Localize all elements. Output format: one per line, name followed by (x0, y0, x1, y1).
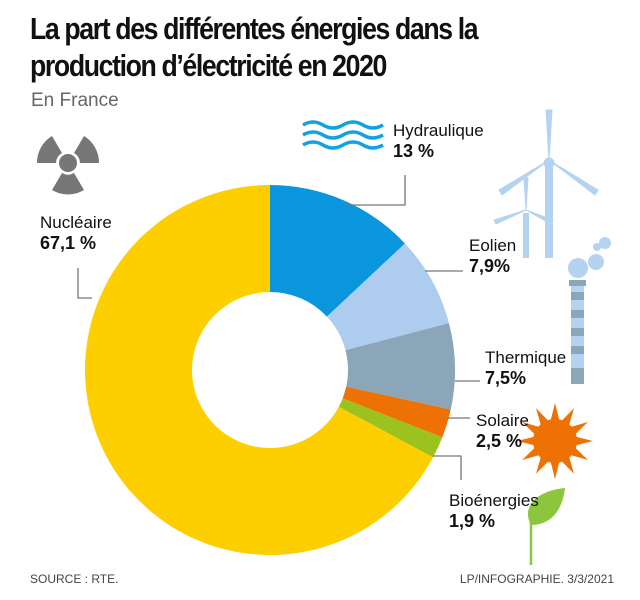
waves-icon (302, 120, 384, 150)
chart-subtitle: En France (31, 90, 119, 111)
credit-note: LP/INFOGRAPHIE. 3/3/2021 (459, 572, 614, 586)
leader-line-hydraulique (345, 175, 406, 206)
sun-icon (517, 403, 593, 479)
leader-line-nucleaire (77, 268, 92, 299)
radiation-icon (36, 136, 100, 195)
label-name: Nucléaire (40, 213, 112, 232)
label-nucleaire: Nucléaire 67,1 % (40, 212, 112, 254)
slice-hydraulique (270, 185, 405, 317)
label-value: 2,5 % (476, 431, 523, 451)
slice-eolien (326, 243, 449, 351)
chart-title: La part des différentes énergies dans la… (30, 11, 479, 83)
label-eolien: Eolien 7,9% (469, 235, 516, 277)
leaf-icon (527, 488, 565, 565)
label-name: Eolien (469, 236, 517, 255)
label-name: Bioénergies (449, 491, 539, 510)
leader-line-bioenergies (433, 455, 462, 480)
label-value: 1,9 % (449, 511, 496, 531)
slice-solaire (342, 386, 451, 438)
label-value: 7,9% (469, 256, 511, 276)
source-note: SOURCE : RTE. (30, 572, 119, 586)
label-value: 13 % (393, 141, 435, 161)
label-name: Solaire (476, 411, 529, 430)
label-value: 7,5% (485, 368, 527, 388)
wind-turbine-icon (493, 109, 599, 258)
label-bioenergies: Bioénergies 1,9 % (449, 490, 539, 532)
label-hydraulique: Hydraulique 13 % (393, 120, 484, 162)
label-name: Hydraulique (393, 121, 484, 140)
slice-bioenergies (338, 398, 443, 458)
label-thermique: Thermique 7,5% (485, 347, 566, 389)
slice-thermique (345, 323, 455, 410)
label-value: 67,1 % (40, 233, 97, 253)
label-name: Thermique (485, 348, 567, 367)
chimney-icon (568, 237, 611, 384)
label-solaire: Solaire 2,5 % (476, 410, 529, 452)
slice-nucleaire (85, 185, 434, 556)
